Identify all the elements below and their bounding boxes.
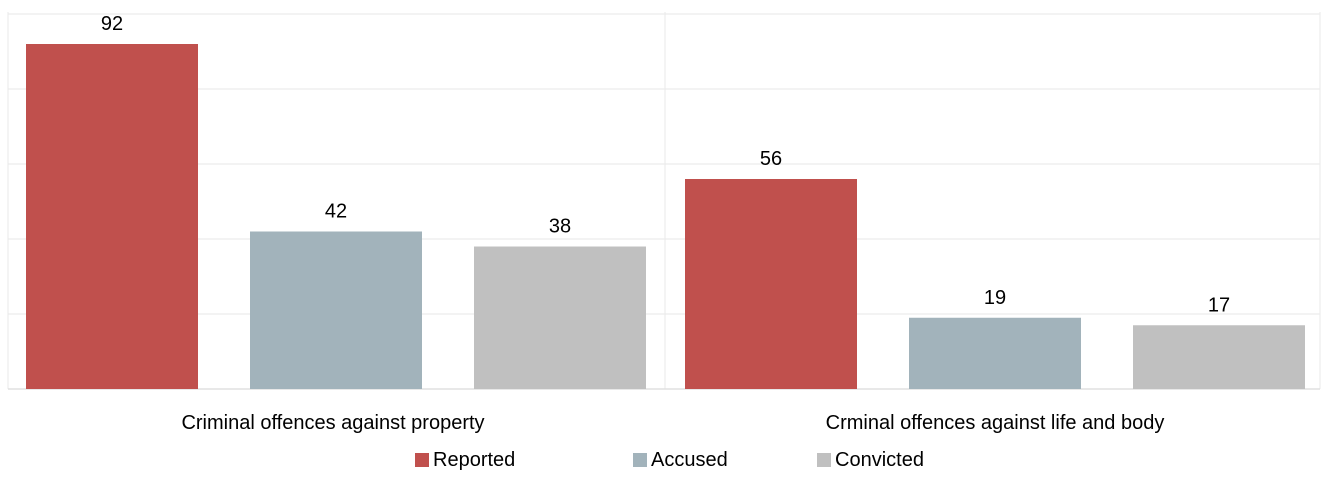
legend-label-accused: Accused	[651, 448, 728, 471]
data-label-accused-2: 19	[984, 287, 1006, 309]
legend-item-reported: Reported	[415, 448, 515, 472]
legend-label-reported: Reported	[433, 448, 516, 471]
legend-item-convicted: Convicted	[817, 448, 924, 472]
data-label-convicted-1: 38	[549, 216, 571, 238]
bar-accused-1	[250, 231, 422, 389]
category-label-1: Criminal offences against property	[181, 412, 484, 434]
legend-swatch-convicted	[817, 453, 831, 467]
bar-reported-1	[26, 44, 198, 389]
data-label-accused-1: 42	[325, 201, 347, 223]
legend: Reported Accused Convicted	[0, 448, 1327, 472]
legend-label-convicted: Convicted	[835, 448, 924, 471]
bar-convicted-2	[1133, 325, 1305, 389]
bar-accused-2	[909, 317, 1081, 389]
legend-item-accused: Accused	[633, 448, 728, 472]
data-label-reported-1: 92	[101, 13, 123, 35]
legend-swatch-accused	[633, 453, 647, 467]
bar-convicted-1	[474, 246, 646, 389]
category-label-2: Crminal offences against life and body	[826, 412, 1165, 434]
legend-swatch-reported	[415, 453, 429, 467]
data-label-reported-2: 56	[760, 148, 782, 170]
bar-reported-2	[685, 179, 857, 389]
data-label-convicted-2: 17	[1208, 294, 1230, 316]
